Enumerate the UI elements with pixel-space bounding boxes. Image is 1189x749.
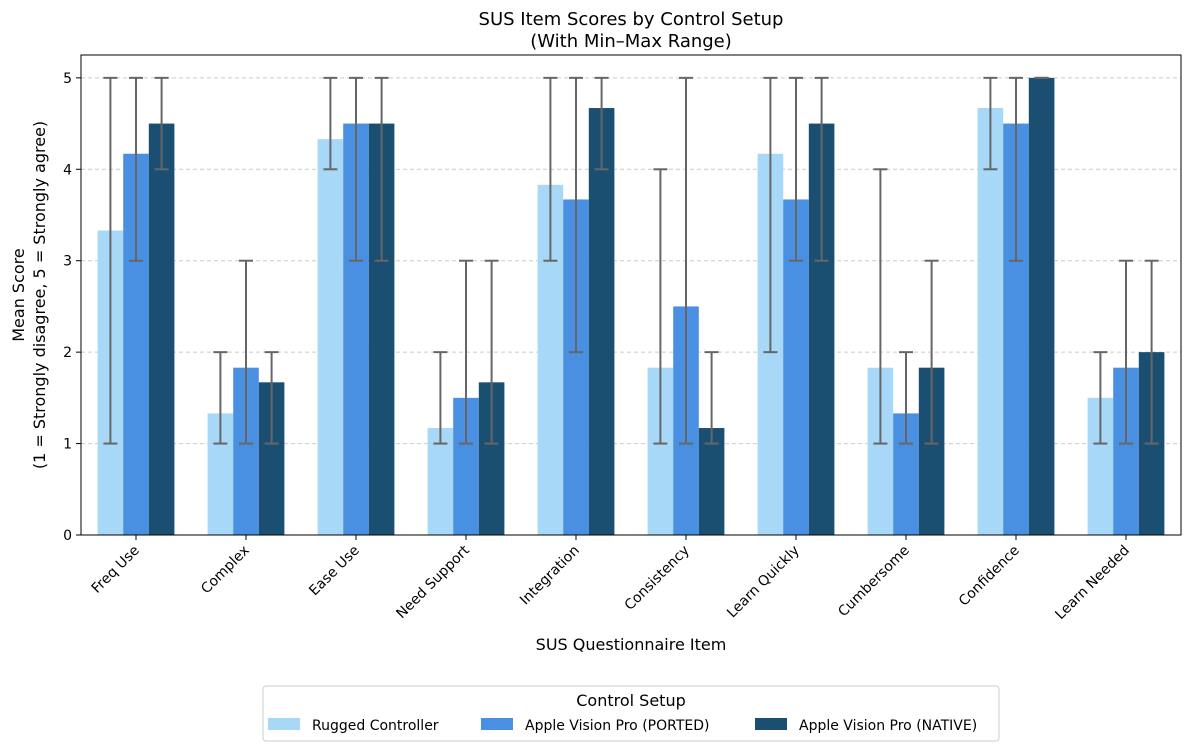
y-axis-ticks: 0 1 2 3 4 5 (63, 71, 81, 544)
legend-label: Apple Vision Pro (NATIVE) (799, 718, 977, 734)
bar (588, 108, 615, 536)
y-tick-label: 0 (63, 528, 72, 544)
x-tick-label: Consistency (622, 543, 693, 614)
error-bar (543, 76, 558, 262)
bar (698, 428, 725, 535)
y-axis-subtitle: (1 = Strongly disagree, 5 = Strongly agr… (30, 121, 49, 469)
x-tick-label: Cumbersome (835, 543, 913, 621)
error-bar (569, 76, 583, 354)
error-bar (374, 76, 389, 262)
error-bar (433, 351, 448, 445)
error-bar (983, 76, 998, 171)
x-tick-label: Need Support (393, 542, 473, 622)
error-bar (1144, 259, 1159, 445)
legend-label: Rugged Controller (312, 718, 439, 734)
bar (317, 139, 344, 535)
x-axis-ticks: Freq Use Complex Ease Use Need Support Integ… (89, 535, 1133, 623)
legend-title: Control Setup (576, 691, 686, 710)
x-tick-label: Integration (517, 543, 583, 609)
error-bar (459, 259, 473, 445)
legend-item: Apple Vision Pro (PORTED) (481, 718, 709, 734)
legend-swatch (755, 718, 787, 730)
error-bar (679, 76, 693, 445)
legend-item: Apple Vision Pro (NATIVE) (755, 718, 977, 734)
legend-box (262, 685, 1000, 742)
error-bar (1009, 76, 1023, 262)
chart-subtitle: (With Min–Max Range) (530, 31, 732, 52)
error-bar (704, 351, 719, 445)
y-tick-label: 2 (63, 345, 72, 361)
error-bar (594, 76, 609, 171)
error-bar (349, 76, 363, 262)
legend-label: Apple Vision Pro (PORTED) (525, 718, 709, 734)
error-bar (1093, 351, 1108, 445)
error-bar (873, 168, 888, 445)
bars (97, 77, 1165, 536)
x-tick-label: Learn Needed (1052, 543, 1132, 623)
x-tick-label: Confidence (956, 543, 1023, 610)
legend-item: Rugged Controller (268, 718, 439, 734)
x-tick-label: Learn Quickly (724, 543, 803, 622)
bar (427, 428, 454, 535)
legend-swatch (268, 718, 300, 730)
y-tick-label: 3 (63, 254, 72, 270)
x-tick-label: Ease Use (306, 543, 363, 600)
error-bar (763, 76, 778, 354)
error-bar (103, 76, 118, 445)
error-bar (814, 76, 829, 262)
bar (977, 108, 1004, 536)
error-bar (129, 76, 143, 262)
plot-frame (80, 54, 1182, 536)
error-bar (789, 76, 803, 262)
error-bars (103, 76, 1159, 445)
error-bar (899, 351, 913, 445)
x-tick-label: Complex (198, 543, 253, 598)
bar (148, 123, 175, 536)
y-tick-label: 1 (63, 437, 72, 453)
error-bar (1119, 259, 1133, 445)
x-tick-label: Freq Use (89, 543, 143, 597)
chart-title: SUS Item Scores by Control Setup (479, 9, 784, 30)
error-bar (653, 168, 668, 445)
y-tick-label: 5 (63, 71, 72, 87)
legend-swatch (481, 718, 513, 730)
error-bar (484, 259, 499, 445)
error-bar (154, 76, 169, 171)
y-tick-label: 4 (63, 162, 72, 178)
error-bar (924, 259, 939, 445)
y-axis-title: Mean Score (9, 248, 28, 342)
error-bar (323, 76, 338, 171)
bar (1028, 77, 1055, 535)
error-bar (213, 351, 228, 445)
error-bar (239, 259, 253, 445)
legend: Control Setup Rugged Controller Apple Vis… (262, 685, 1000, 742)
error-bar (264, 351, 279, 445)
x-axis-title: SUS Questionnaire Item (536, 635, 727, 654)
